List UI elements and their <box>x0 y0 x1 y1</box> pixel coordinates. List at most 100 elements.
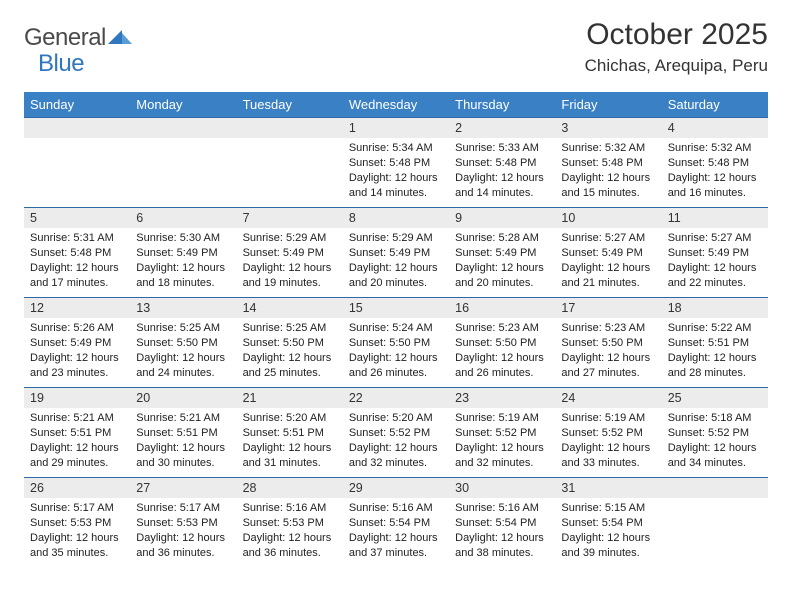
weekday-header: Thursday <box>449 92 555 118</box>
day-number <box>130 118 236 138</box>
day-content: Sunrise: 5:25 AMSunset: 5:50 PMDaylight:… <box>130 318 236 386</box>
daylight-line: Daylight: 12 hours and 17 minutes. <box>30 262 119 289</box>
sunrise-line: Sunrise: 5:25 AM <box>243 322 327 334</box>
calendar-day-cell: 26Sunrise: 5:17 AMSunset: 5:53 PMDayligh… <box>24 478 130 568</box>
sunrise-line: Sunrise: 5:32 AM <box>561 142 645 154</box>
sunset-line: Sunset: 5:53 PM <box>136 517 217 529</box>
day-number: 18 <box>662 298 768 318</box>
calendar-day-cell: 1Sunrise: 5:34 AMSunset: 5:48 PMDaylight… <box>343 118 449 208</box>
sunrise-line: Sunrise: 5:29 AM <box>349 232 433 244</box>
daylight-line: Daylight: 12 hours and 22 minutes. <box>668 262 757 289</box>
daylight-line: Daylight: 12 hours and 14 minutes. <box>455 172 544 199</box>
day-number: 9 <box>449 208 555 228</box>
weekday-header: Friday <box>555 92 661 118</box>
brand-part2: Blue <box>38 50 84 78</box>
day-content: Sunrise: 5:20 AMSunset: 5:51 PMDaylight:… <box>237 408 343 476</box>
sunrise-line: Sunrise: 5:23 AM <box>561 322 645 334</box>
daylight-line: Daylight: 12 hours and 21 minutes. <box>561 262 650 289</box>
daylight-line: Daylight: 12 hours and 36 minutes. <box>136 532 225 559</box>
sunrise-line: Sunrise: 5:27 AM <box>668 232 752 244</box>
day-number: 2 <box>449 118 555 138</box>
brand-logo: General <box>24 24 134 52</box>
day-content: Sunrise: 5:29 AMSunset: 5:49 PMDaylight:… <box>237 228 343 296</box>
daylight-line: Daylight: 12 hours and 38 minutes. <box>455 532 544 559</box>
sunset-line: Sunset: 5:51 PM <box>30 427 111 439</box>
location: Chichas, Arequipa, Peru <box>585 56 768 76</box>
sunset-line: Sunset: 5:52 PM <box>561 427 642 439</box>
daylight-line: Daylight: 12 hours and 16 minutes. <box>668 172 757 199</box>
day-content <box>130 138 236 147</box>
day-content: Sunrise: 5:19 AMSunset: 5:52 PMDaylight:… <box>555 408 661 476</box>
day-content: Sunrise: 5:18 AMSunset: 5:52 PMDaylight:… <box>662 408 768 476</box>
day-number: 26 <box>24 478 130 498</box>
sunrise-line: Sunrise: 5:18 AM <box>668 412 752 424</box>
day-content: Sunrise: 5:15 AMSunset: 5:54 PMDaylight:… <box>555 498 661 566</box>
brand-mark-icon <box>108 26 134 51</box>
calendar-week-row: 26Sunrise: 5:17 AMSunset: 5:53 PMDayligh… <box>24 478 768 568</box>
day-content: Sunrise: 5:27 AMSunset: 5:49 PMDaylight:… <box>555 228 661 296</box>
day-number: 5 <box>24 208 130 228</box>
calendar-day-cell <box>130 118 236 208</box>
daylight-line: Daylight: 12 hours and 20 minutes. <box>455 262 544 289</box>
daylight-line: Daylight: 12 hours and 26 minutes. <box>349 352 438 379</box>
day-content: Sunrise: 5:25 AMSunset: 5:50 PMDaylight:… <box>237 318 343 386</box>
sunset-line: Sunset: 5:52 PM <box>668 427 749 439</box>
sunrise-line: Sunrise: 5:29 AM <box>243 232 327 244</box>
weekday-header: Wednesday <box>343 92 449 118</box>
daylight-line: Daylight: 12 hours and 29 minutes. <box>30 442 119 469</box>
day-number: 24 <box>555 388 661 408</box>
daylight-line: Daylight: 12 hours and 24 minutes. <box>136 352 225 379</box>
day-content: Sunrise: 5:33 AMSunset: 5:48 PMDaylight:… <box>449 138 555 206</box>
day-number: 14 <box>237 298 343 318</box>
sunset-line: Sunset: 5:52 PM <box>455 427 536 439</box>
calendar-day-cell: 17Sunrise: 5:23 AMSunset: 5:50 PMDayligh… <box>555 298 661 388</box>
day-content: Sunrise: 5:30 AMSunset: 5:49 PMDaylight:… <box>130 228 236 296</box>
weekday-header: Saturday <box>662 92 768 118</box>
sunrise-line: Sunrise: 5:28 AM <box>455 232 539 244</box>
day-number: 6 <box>130 208 236 228</box>
day-number: 20 <box>130 388 236 408</box>
sunrise-line: Sunrise: 5:31 AM <box>30 232 114 244</box>
daylight-line: Daylight: 12 hours and 32 minutes. <box>349 442 438 469</box>
day-content: Sunrise: 5:29 AMSunset: 5:49 PMDaylight:… <box>343 228 449 296</box>
daylight-line: Daylight: 12 hours and 37 minutes. <box>349 532 438 559</box>
day-number: 19 <box>24 388 130 408</box>
day-content: Sunrise: 5:31 AMSunset: 5:48 PMDaylight:… <box>24 228 130 296</box>
day-content: Sunrise: 5:19 AMSunset: 5:52 PMDaylight:… <box>449 408 555 476</box>
sunset-line: Sunset: 5:48 PM <box>349 157 430 169</box>
calendar-week-row: 5Sunrise: 5:31 AMSunset: 5:48 PMDaylight… <box>24 208 768 298</box>
day-number: 16 <box>449 298 555 318</box>
calendar-day-cell: 13Sunrise: 5:25 AMSunset: 5:50 PMDayligh… <box>130 298 236 388</box>
day-content <box>662 498 768 507</box>
sunset-line: Sunset: 5:54 PM <box>455 517 536 529</box>
sunset-line: Sunset: 5:53 PM <box>243 517 324 529</box>
sunrise-line: Sunrise: 5:22 AM <box>668 322 752 334</box>
weekday-header: Sunday <box>24 92 130 118</box>
sunset-line: Sunset: 5:51 PM <box>136 427 217 439</box>
sunrise-line: Sunrise: 5:20 AM <box>349 412 433 424</box>
day-content: Sunrise: 5:34 AMSunset: 5:48 PMDaylight:… <box>343 138 449 206</box>
daylight-line: Daylight: 12 hours and 32 minutes. <box>455 442 544 469</box>
sunset-line: Sunset: 5:49 PM <box>243 247 324 259</box>
day-number: 13 <box>130 298 236 318</box>
day-content: Sunrise: 5:28 AMSunset: 5:49 PMDaylight:… <box>449 228 555 296</box>
day-number <box>662 478 768 498</box>
calendar-day-cell: 5Sunrise: 5:31 AMSunset: 5:48 PMDaylight… <box>24 208 130 298</box>
daylight-line: Daylight: 12 hours and 35 minutes. <box>30 532 119 559</box>
daylight-line: Daylight: 12 hours and 28 minutes. <box>668 352 757 379</box>
weekday-header: Monday <box>130 92 236 118</box>
day-number: 8 <box>343 208 449 228</box>
day-number: 12 <box>24 298 130 318</box>
calendar-day-cell: 16Sunrise: 5:23 AMSunset: 5:50 PMDayligh… <box>449 298 555 388</box>
calendar-day-cell: 10Sunrise: 5:27 AMSunset: 5:49 PMDayligh… <box>555 208 661 298</box>
sunrise-line: Sunrise: 5:16 AM <box>455 502 539 514</box>
day-content: Sunrise: 5:21 AMSunset: 5:51 PMDaylight:… <box>130 408 236 476</box>
calendar-day-cell: 14Sunrise: 5:25 AMSunset: 5:50 PMDayligh… <box>237 298 343 388</box>
day-number: 10 <box>555 208 661 228</box>
calendar-day-cell <box>237 118 343 208</box>
sunrise-line: Sunrise: 5:15 AM <box>561 502 645 514</box>
day-number: 25 <box>662 388 768 408</box>
calendar-day-cell: 4Sunrise: 5:32 AMSunset: 5:48 PMDaylight… <box>662 118 768 208</box>
sunset-line: Sunset: 5:48 PM <box>455 157 536 169</box>
sunrise-line: Sunrise: 5:32 AM <box>668 142 752 154</box>
